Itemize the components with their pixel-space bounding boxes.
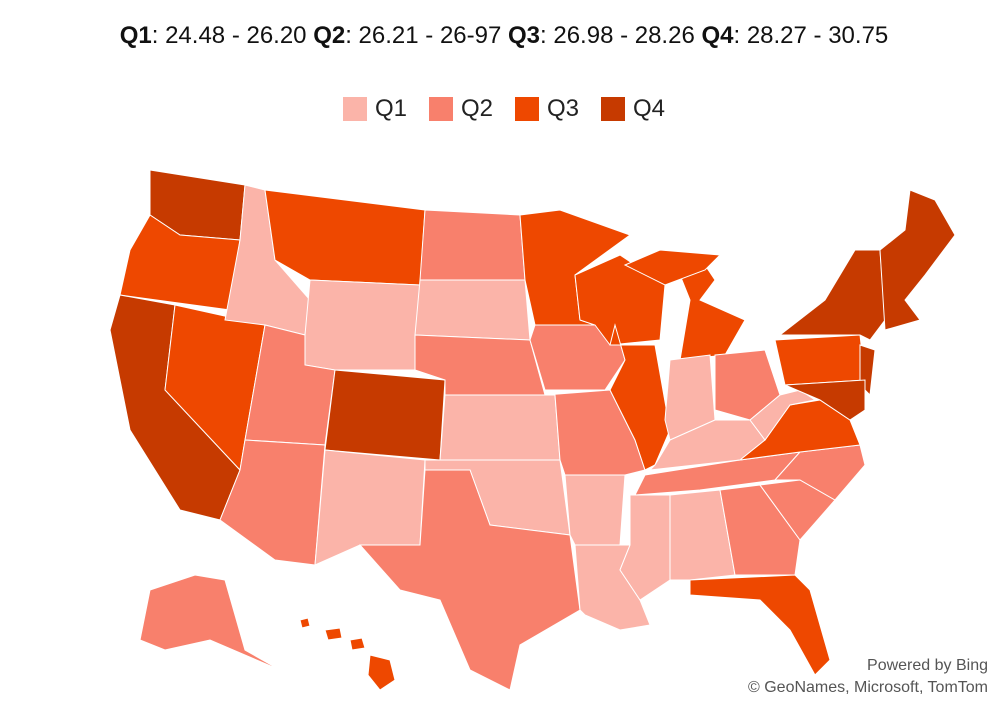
legend-swatch — [601, 97, 626, 121]
state — [299, 617, 311, 629]
state — [219, 439, 326, 566]
state — [749, 389, 817, 441]
state — [419, 209, 526, 281]
title: Q1: 24.48 - 26.20 Q2: 26.21 - 26-97 Q3: … — [0, 22, 1008, 50]
state — [679, 264, 746, 361]
state — [778, 249, 886, 341]
state — [304, 279, 421, 371]
legend-label: Q1 — [374, 95, 407, 122]
legend-item: Q1 — [342, 95, 407, 123]
legend-swatch — [515, 97, 539, 121]
legend-item: Q4 — [601, 95, 665, 123]
state — [623, 249, 722, 286]
state — [264, 189, 426, 286]
state — [719, 484, 801, 576]
powered-by: Powered by Bing — [867, 657, 988, 674]
legend-label: Q2 — [460, 95, 493, 122]
state — [564, 474, 626, 546]
title-label: Q2 — [313, 22, 346, 49]
state — [324, 369, 446, 461]
legend-label: Q4 — [633, 95, 666, 122]
title-label: Q4 — [701, 22, 734, 49]
title-range: : 26.98 - 28.26 — [540, 22, 695, 49]
legend-swatch — [428, 97, 453, 121]
state — [879, 189, 956, 331]
state — [574, 254, 666, 346]
state — [784, 379, 866, 421]
state — [439, 394, 561, 461]
state — [349, 637, 366, 651]
state — [774, 334, 866, 386]
legend-swatch — [342, 97, 367, 121]
state — [367, 654, 396, 691]
state — [358, 469, 581, 691]
attribution: Powered by Bing © GeoNames, Microsoft, T… — [748, 655, 988, 699]
state — [324, 627, 343, 641]
legend-item: Q2 — [428, 95, 493, 123]
title-label: Q3 — [508, 22, 541, 49]
legend: Q1 Q2 Q3 Q4 — [0, 95, 1008, 123]
state — [139, 574, 281, 671]
credits: © GeoNames, Microsoft, TomTom — [748, 679, 988, 696]
state — [669, 489, 736, 581]
title-range: : 28.27 - 30.75 — [733, 22, 889, 49]
state — [414, 279, 531, 341]
title-range: : 24.48 - 26.20 — [151, 22, 307, 49]
state — [609, 323, 671, 471]
title-label: Q1 — [119, 22, 152, 49]
legend-label: Q3 — [547, 95, 580, 122]
legend-item: Q3 — [515, 95, 579, 123]
title-range: : 26.21 - 26-97 — [345, 22, 502, 49]
state — [689, 574, 831, 676]
